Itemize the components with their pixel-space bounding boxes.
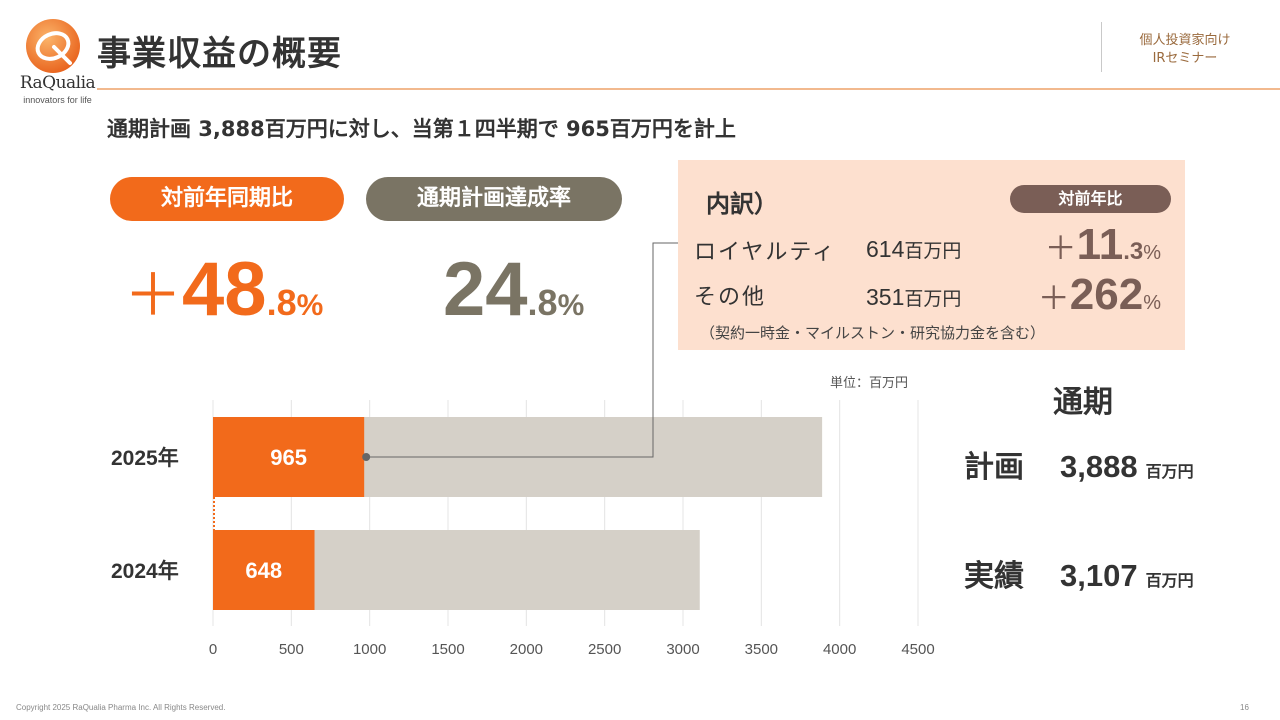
logo-wordmark: RaQualia	[19, 73, 96, 93]
x-tick-label-4500: 4500	[901, 641, 934, 658]
other-growth-integer: 262	[1069, 270, 1144, 319]
x-tick-label-4000: 4000	[823, 641, 856, 658]
yoy-integer: 48	[182, 247, 267, 332]
raqualia-logo-icon	[26, 19, 80, 73]
audience-line-2: IRセミナー	[1152, 51, 1218, 66]
yoy-value: ＋48.8%	[124, 246, 323, 333]
bar-actual-1	[213, 530, 315, 610]
achievement-integer: 24	[443, 247, 528, 332]
other-growth-percent: %	[1143, 292, 1161, 314]
category-label-1: 2024年	[111, 559, 179, 583]
royalty-growth-sign: ＋	[1044, 230, 1077, 266]
page-title: 事業収益の概要	[97, 34, 342, 74]
header-vertical-divider	[1101, 22, 1102, 72]
breakdown-panel: 内訳） 対前年比 ロイヤルティ 614百万円 ＋11.3% その他 351百万円…	[678, 160, 1185, 350]
plan-value: 3,888	[1060, 449, 1138, 484]
other-growth-sign: ＋	[1037, 280, 1070, 316]
x-tick-label-0: 0	[209, 641, 217, 658]
achievement-percent: %	[557, 289, 585, 322]
breakdown-note: （契約一時金・マイルストン・研究協力金を含む）	[700, 324, 1046, 342]
breakdown-title: 内訳）	[706, 190, 778, 218]
yoy-sign: ＋	[124, 263, 183, 328]
chart-bars	[213, 417, 823, 610]
breakdown-growth-royalty: ＋11.3%	[1045, 220, 1161, 270]
x-tick-label-2500: 2500	[588, 641, 621, 658]
royalty-amount-number: 614	[866, 236, 905, 262]
other-amount-unit: 百万円	[904, 288, 962, 310]
breakdown-label-royalty: ロイヤルティ	[694, 240, 837, 265]
achievement-pill: 通期計画達成率	[366, 177, 622, 221]
breakdown-callout-line	[364, 242, 678, 458]
yoy-decimal: .8	[266, 282, 297, 323]
bar-actual-0	[213, 417, 365, 497]
breakdown-growth-other: ＋262%	[1038, 270, 1161, 320]
yoy-pill: 対前年同期比	[110, 177, 344, 221]
x-tick-label-500: 500	[279, 641, 304, 658]
category-label-0: 2025年	[111, 446, 179, 470]
actual-value: 3,107	[1060, 558, 1138, 593]
full-year-actual: 実績 3,107 百万円	[964, 551, 1194, 595]
royalty-growth-integer: 11	[1076, 220, 1124, 269]
x-tick-label-3500: 3500	[745, 641, 778, 658]
company-logo: RaQualia innovators for life	[10, 15, 105, 110]
actual-label: 実績	[964, 559, 1024, 594]
breakdown-amount-other: 351百万円	[866, 284, 961, 311]
royalty-amount-unit: 百万円	[904, 240, 962, 262]
x-tick-label-3000: 3000	[666, 641, 699, 658]
yoy-percent: %	[296, 289, 324, 322]
page-number: 16	[1240, 703, 1249, 712]
chart-unit-label: 単位：百万円	[830, 376, 909, 391]
bar-value-label-0: 965	[270, 445, 307, 470]
copyright-text: Copyright 2025 RaQualia Pharma Inc. All …	[16, 703, 226, 712]
logo-tagline: innovators for life	[23, 95, 92, 105]
actual-unit: 百万円	[1145, 571, 1194, 590]
callout-dot	[362, 453, 371, 461]
royalty-growth-decimal: .3	[1123, 238, 1144, 265]
x-tick-label-1000: 1000	[353, 641, 386, 658]
chart-labels: 0 500 1000 1500 2000 2500 3000 3500 4000 4500 965 2…	[111, 242, 935, 658]
full-year-plan: 計画 3,888 百万円	[964, 442, 1194, 486]
x-tick-label-1500: 1500	[431, 641, 464, 658]
royalty-growth-percent: %	[1143, 242, 1161, 264]
plan-unit: 百万円	[1145, 462, 1194, 481]
audience-line-1: 個人投資家向け	[1139, 33, 1231, 48]
title-divider	[97, 88, 1280, 90]
bar-value-label-1: 648	[245, 558, 282, 583]
breakdown-label-other: その他	[694, 285, 767, 310]
breakdown-amount-royalty: 614百万円	[866, 236, 961, 263]
x-tick-label-2000: 2000	[510, 641, 543, 658]
full-year-heading: 通期	[1053, 385, 1113, 420]
audience-label: 個人投資家向け IRセミナー	[1110, 32, 1260, 68]
achievement-decimal: .8	[527, 282, 558, 323]
other-amount-number: 351	[866, 284, 905, 310]
summary-subtitle: 通期計画 3,888百万円に対し、当第１四半期で 965百万円を計上	[107, 117, 736, 141]
plan-label: 計画	[964, 450, 1024, 485]
breakdown-yoy-pill: 対前年比	[1010, 185, 1171, 213]
achievement-value: 24.8%	[443, 246, 584, 333]
